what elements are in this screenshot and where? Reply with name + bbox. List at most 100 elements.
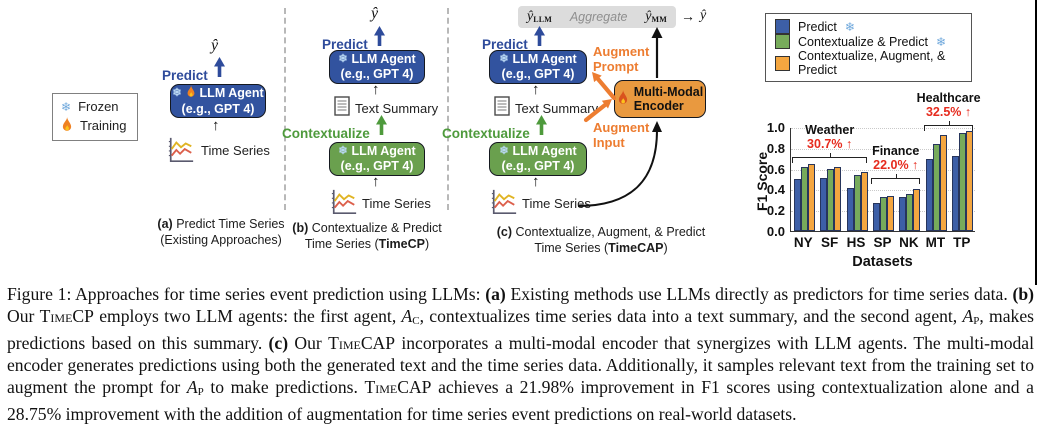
annotation-brace xyxy=(871,173,921,184)
panel-c-contextualize: Contextualize xyxy=(442,115,548,141)
time-series-label: Time Series xyxy=(201,143,270,158)
encoder-label: Multi-Modal Encoder xyxy=(633,85,704,113)
legend-swatch xyxy=(775,55,790,71)
snowflake-icon: ❄ xyxy=(499,53,509,65)
annotation-domain-label: Healthcare xyxy=(916,90,981,105)
y-tick-label: 1.0 xyxy=(766,120,785,135)
panel-b-predict: Predict xyxy=(322,26,386,52)
snowflake-icon: ❄ xyxy=(935,34,946,49)
augment-prompt-label: Augment Prompt xyxy=(593,44,650,74)
annotation-brace xyxy=(792,153,868,164)
brace-stub xyxy=(829,153,832,159)
bar-sp-series2 xyxy=(887,195,894,231)
caption-segment: AP xyxy=(186,377,204,399)
caption-segment: (b) xyxy=(1012,284,1034,304)
up-arrow-blue-icon xyxy=(373,26,386,52)
panel-b-caption-line2-post: ) xyxy=(425,237,430,251)
llm-agent-label: LLM Agent xyxy=(199,86,264,100)
figure-1-graphic: ❄ Frozen Training ŷ Predict ❄ LLM Agent … xyxy=(52,0,1037,285)
brace-stub xyxy=(948,120,951,126)
brace-stub xyxy=(895,173,898,179)
panel-divider-ab xyxy=(284,8,286,210)
y-tick-label: 0.4 xyxy=(766,182,785,198)
caption-segment: AP xyxy=(962,306,980,328)
legend-label: Contextualize, Augment, & Predict xyxy=(798,49,946,77)
augment-prompt-arrow xyxy=(595,76,617,101)
text-summary-icon xyxy=(494,96,510,121)
chart-legend-item: Predict ❄ xyxy=(775,19,962,34)
annotation-improvement: 32.5% ↑ xyxy=(925,104,972,119)
panel-a-caption-line2: (Existing Approaches) xyxy=(160,233,282,247)
llm-agent-label: LLM Agent xyxy=(512,144,577,158)
panel-c-predict-agent-box: ❄ LLM Agent (e.g., GPT 4) xyxy=(489,50,587,84)
aggregate-pill: ŷLLM Aggregate ŷMM xyxy=(518,6,676,28)
x-tick-label: NK xyxy=(899,235,919,250)
snowflake-icon: ❄ xyxy=(61,99,72,114)
bar-ny-series1 xyxy=(800,166,808,231)
legend-row-frozen: ❄ Frozen xyxy=(61,99,129,114)
panel-c-method-name: TimeCAP xyxy=(608,241,664,255)
x-tick-label: HS xyxy=(846,235,866,250)
llm-agent-sublabel: (e.g., GPT 4) xyxy=(501,67,575,81)
gridline xyxy=(791,128,975,129)
caption-segment: incorporates a multi-modal encoder that … xyxy=(7,333,1034,398)
up-arrow-icon: ↑ xyxy=(532,81,540,98)
chart-legend: Predict ❄ Contextualize & Predict ❄ Contextu… xyxy=(765,13,972,82)
gridline xyxy=(791,148,975,150)
snowflake-icon: ❄ xyxy=(844,19,855,34)
fire-icon xyxy=(186,85,196,102)
bar-hs-series2 xyxy=(860,171,868,231)
bar-sp-series0 xyxy=(873,202,880,231)
legend-row-training: Training xyxy=(61,116,129,135)
x-tick-label: SP xyxy=(873,235,892,250)
chart-annotations: 30.7% ↑ Weather 22.0% ↑ Finance 32.5% ↑ Healt… xyxy=(790,91,981,232)
y-tick-label: 0.8 xyxy=(766,140,785,156)
y-tick-label: 0.2 xyxy=(766,203,785,219)
up-arrow-icon: ↑ xyxy=(212,117,220,134)
panel-a-llm-agent-box: ❄ LLM Agent (e.g., GPT 4) xyxy=(170,84,266,118)
frozen-label: Frozen xyxy=(78,99,119,115)
annotation-brace xyxy=(924,120,973,131)
panel-a-tag: (a) xyxy=(157,217,173,231)
frozen-training-legend: ❄ Frozen Training xyxy=(52,93,138,141)
panel-c-tag: (c) xyxy=(496,225,513,239)
bar-mt-series0 xyxy=(925,159,933,231)
gridline xyxy=(791,190,975,192)
contextualize-label: Contextualize xyxy=(282,126,370,141)
multi-modal-encoder-box: Multi-Modal Encoder xyxy=(614,80,706,118)
caption-segment: AC xyxy=(401,306,420,328)
panel-c-predict: Predict xyxy=(482,26,546,52)
caption-segment: TimeCAP xyxy=(364,377,432,398)
caption-segment: (c) xyxy=(268,333,289,354)
bar-hs-series1 xyxy=(853,174,861,231)
legend-swatch xyxy=(775,34,790,49)
x-tick-label: TP xyxy=(953,235,971,250)
bar-tp-series0 xyxy=(952,156,960,231)
panel-a-caption: (a) Predict Time Series (Existing Approa… xyxy=(137,216,305,248)
chart-legend-item: Contextualize & Predict ❄ xyxy=(775,34,962,49)
predict-label: Predict xyxy=(162,68,208,83)
panel-b-tag: (b) xyxy=(292,221,309,235)
predict-label: Predict xyxy=(482,37,528,52)
predict-label: Predict xyxy=(322,37,368,52)
time-series-label: Time Series xyxy=(522,196,591,211)
up-arrow-icon: ↑ xyxy=(532,173,540,190)
bar-tp-series2 xyxy=(966,131,974,231)
x-tick-label: MT xyxy=(925,235,946,250)
bar-tp-series1 xyxy=(959,133,967,231)
time-series-to-encoder-arrow xyxy=(577,129,658,207)
bar-sf-series1 xyxy=(827,168,835,231)
snowflake-icon: ❄ xyxy=(499,145,509,157)
panel-b-predict-agent-box: ❄ LLM Agent (e.g., GPT 4) xyxy=(329,50,425,84)
legend-label: Predict xyxy=(798,19,837,34)
time-series-icon xyxy=(167,136,195,169)
augment-input-arrow xyxy=(583,102,608,123)
panel-a-caption-line1: Predict Time Series xyxy=(176,217,285,231)
bar-mt-series2 xyxy=(939,135,947,231)
text-summary-icon xyxy=(334,96,350,121)
panel-a-yhat: ŷ xyxy=(211,37,219,54)
annotation-domain-label: Finance xyxy=(872,143,920,158)
bar-sf-series2 xyxy=(834,166,842,231)
llm-agent-sublabel: (e.g., GPT 4) xyxy=(340,67,414,81)
